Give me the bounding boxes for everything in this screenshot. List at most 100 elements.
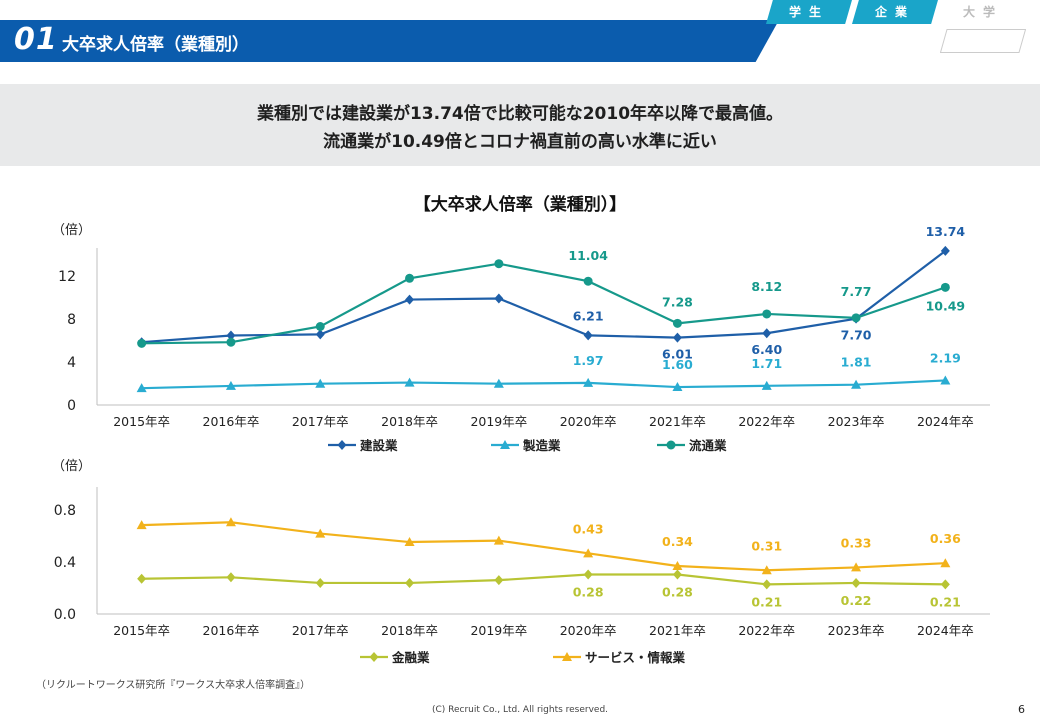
series-line-2 [141,262,946,345]
legend-marker [500,440,510,449]
data-point [672,382,683,392]
tab-company[interactable]: 企業 [852,0,938,24]
series-line-1 [141,521,946,572]
data-label: 10.49 [926,298,966,313]
data-point [583,548,594,558]
data-label: 1.97 [573,353,604,368]
data-point [494,259,504,269]
data-point [762,579,772,590]
page-title: 大卒求人倍率（業種別） [62,35,249,55]
y-tick-label: 4 [67,355,76,371]
y-tick-label: 8 [67,312,76,328]
y-tick-label: 0 [67,398,76,414]
data-point [225,517,236,527]
data-label: 8.12 [751,279,782,294]
data-label: 6.21 [573,308,604,323]
data-point [494,575,504,586]
x-tick-label: 2020年卒 [560,623,617,638]
data-point [225,380,236,390]
series-line-0 [141,250,947,344]
data-point [851,562,862,572]
data-point [226,337,236,347]
x-tick-label: 2021年卒 [649,414,706,429]
header-bar [0,20,779,62]
summary-box [0,84,1040,166]
summary-line-1: 業種別では建設業が13.74倍で比較可能な2010年卒以降で最高値。 [256,104,784,124]
data-point [137,573,147,584]
data-label: 0.22 [841,593,872,608]
data-point [315,329,325,340]
x-tick-label: 2022年卒 [738,414,795,429]
x-tick-label: 2020年卒 [560,414,617,429]
legend-label: 金融業 [391,650,430,665]
tab-university[interactable]: 大学 [962,5,1003,19]
data-point [137,338,147,348]
x-tick-label: 2017年卒 [292,414,349,429]
data-point [851,379,862,389]
x-tick-label: 2024年卒 [917,414,974,429]
data-point [583,377,594,387]
data-point [672,332,682,343]
x-tick-label: 2024年卒 [917,623,974,638]
data-point [493,535,504,545]
x-tick-label: 2023年卒 [828,414,885,429]
section-number: 01 [14,22,58,57]
data-label: 2.19 [930,350,961,365]
data-point [851,313,861,323]
series-line-0 [141,573,946,586]
legend-marker [666,440,676,450]
data-label: 6.40 [751,342,782,357]
data-point [940,558,951,568]
data-label: 6.01 [662,347,693,362]
legend-marker [369,652,379,662]
legend-label: 製造業 [522,438,561,453]
data-label: 1.60 [662,357,693,372]
x-tick-label: 2023年卒 [828,623,885,638]
y-tick-label: 12 [58,269,76,285]
x-tick-label: 2016年卒 [203,414,260,429]
legend-marker [562,652,572,661]
legend-label: 流通業 [689,438,727,453]
data-point [136,520,147,530]
tab-student[interactable]: 学生 [766,0,852,24]
legend-label: 建設業 [360,438,398,453]
page-number: 6 [1018,703,1025,716]
data-point [851,577,861,588]
data-point [405,577,415,588]
data-point [672,561,683,571]
data-label: 7.77 [841,284,872,299]
data-point [405,294,415,305]
data-label: 0.31 [751,538,782,553]
x-tick-label: 2017年卒 [292,623,349,638]
data-point [226,330,236,341]
x-tick-label: 2019年卒 [470,414,527,429]
lower-y-unit: （倍） [52,459,92,474]
data-label: 0.28 [662,584,693,599]
y-tick-label: 0.0 [54,607,76,623]
data-point [583,569,593,580]
data-point [315,378,326,388]
copyright: (C) Recruit Co., Ltd. All rights reserve… [431,705,609,715]
data-point [583,276,593,286]
data-point [761,565,772,575]
data-point [762,328,772,339]
legend-marker [337,440,347,450]
data-point [583,330,593,341]
series-line-1 [141,379,946,390]
data-label: 0.21 [751,594,782,609]
data-point [940,282,950,292]
legend-label: サービス・情報業 [585,650,686,665]
x-tick-label: 2018年卒 [381,623,438,638]
x-tick-label: 2016年卒 [203,623,260,638]
chart-title: 【大卒求人倍率（業種別）】 [413,195,627,215]
upper-y-unit: （倍） [52,223,92,238]
data-point [136,383,147,393]
data-point [940,579,950,590]
source-note: （リクルートワークス研究所『ワークス大卒求人倍率調査』） [36,680,311,691]
y-tick-label: 0.4 [54,555,76,571]
data-label: 0.28 [573,584,604,599]
data-point [404,537,415,547]
data-point [762,309,772,319]
data-label: 0.43 [573,521,604,536]
